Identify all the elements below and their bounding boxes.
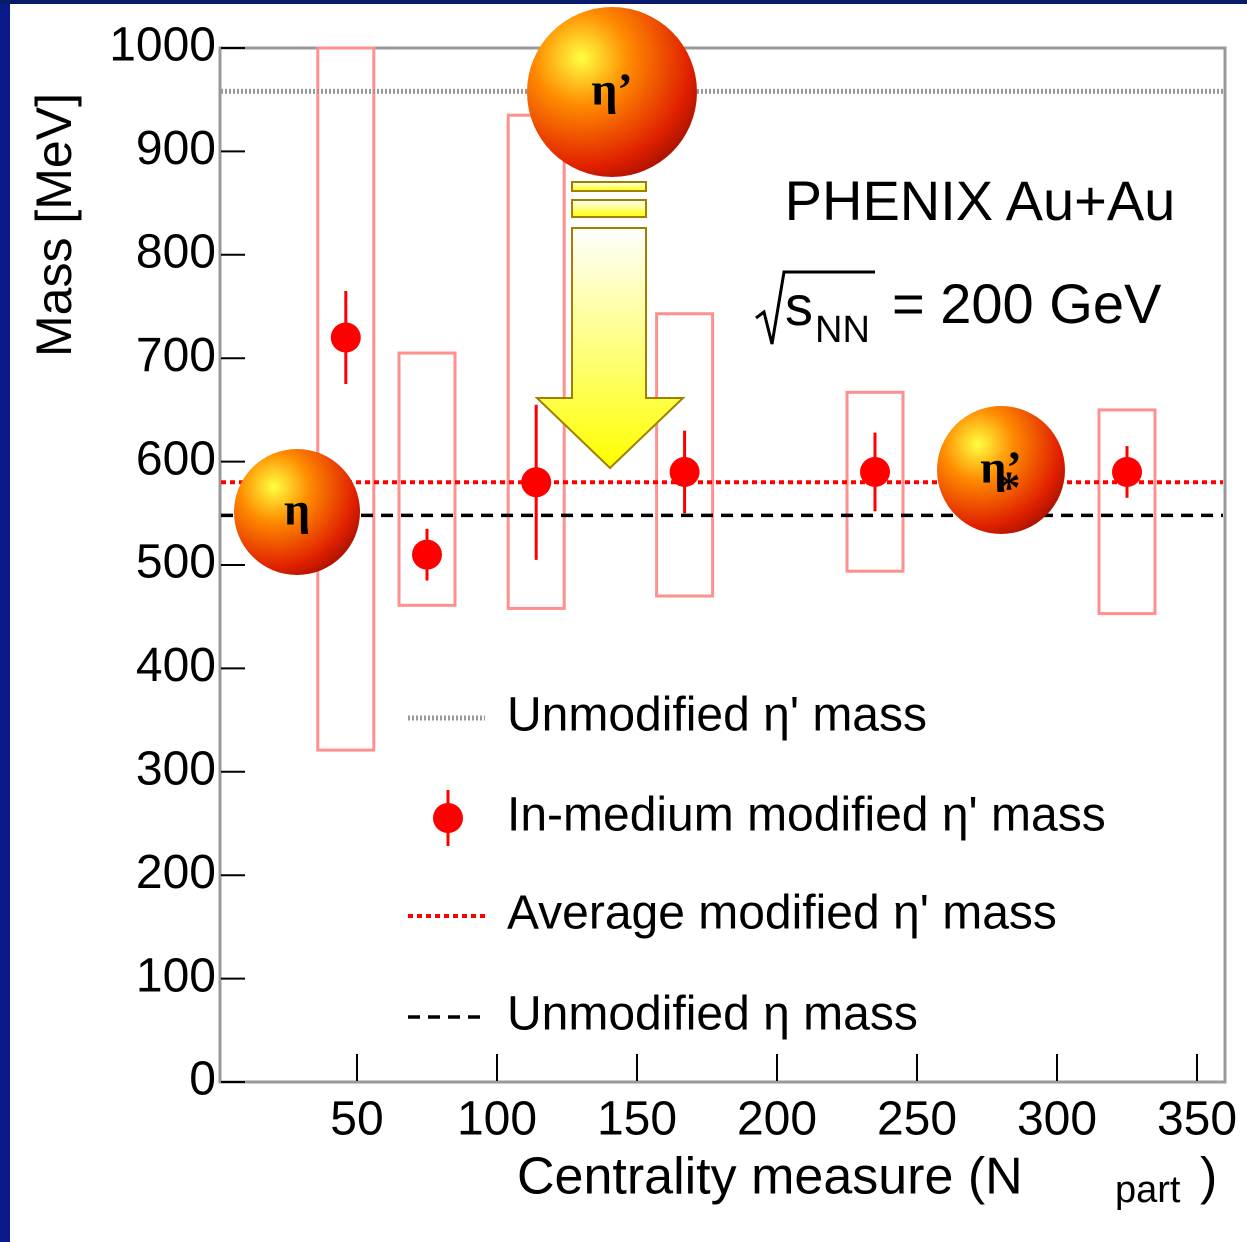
legend-label: Unmodified η mass	[507, 988, 918, 1041]
y-tick-label: 700	[136, 329, 216, 382]
x-tick-label: 250	[877, 1093, 957, 1146]
y-tick-label: 600	[136, 432, 216, 485]
arrow	[534, 227, 686, 470]
legend-label: Unmodified η' mass	[507, 689, 927, 742]
legend-label: In-medium modified η' mass	[507, 789, 1106, 842]
x-tick-label: 300	[1017, 1093, 1097, 1146]
x-tick-label: 50	[330, 1093, 383, 1146]
y-tick-label: 800	[136, 225, 216, 278]
systematic-box	[397, 351, 457, 607]
systematic-box	[655, 312, 715, 598]
x-axis-label: Centrality measure (N part )	[517, 1148, 1217, 1211]
legend-marker	[433, 803, 463, 833]
y-tick-label: 400	[136, 639, 216, 692]
particle-label: η’	[591, 64, 632, 115]
energy-sub: NN	[815, 309, 870, 351]
title: PHENIX Au+Au	[785, 169, 1176, 232]
x-label-text: Centrality measure (N	[517, 1148, 1023, 1206]
arrow-stripe	[571, 181, 647, 192]
data-point	[412, 539, 442, 570]
x-tick-label: 350	[1157, 1093, 1237, 1146]
data-point	[860, 456, 890, 487]
y-tick-label: 0	[189, 1053, 216, 1106]
data-point	[330, 322, 361, 353]
x-tick-label: 100	[457, 1093, 537, 1146]
data-point	[1112, 456, 1142, 487]
energy-label: s NN = 200 GeV	[755, 270, 1162, 351]
radical	[755, 270, 875, 345]
energy-symbol: s	[785, 274, 813, 337]
y-tick-label: 900	[136, 122, 216, 175]
systematic-box	[316, 46, 376, 752]
particle-ball	[937, 406, 1065, 534]
y-tick-label: 100	[136, 949, 216, 1002]
particle-sub: *	[998, 462, 1021, 513]
x-label-end: )	[1200, 1148, 1217, 1206]
x-tick-label: 150	[597, 1093, 677, 1146]
y-tick-label: 200	[136, 846, 216, 899]
data-point	[521, 467, 552, 498]
particle-ball	[234, 449, 360, 575]
legend-label: Average modified η' mass	[507, 887, 1057, 940]
systematic-box	[1097, 408, 1157, 616]
y-tick-label: 500	[136, 536, 216, 589]
data-point	[669, 456, 700, 487]
y-axis-label: Mass [MeV]	[26, 93, 82, 357]
particle-label: η’	[980, 442, 1021, 493]
energy-rest: = 200 GeV	[892, 272, 1162, 335]
x-label-sub: part	[1115, 1169, 1181, 1211]
particle-ball	[527, 7, 697, 177]
y-tick-label: 300	[136, 742, 216, 795]
plot-frame	[218, 46, 1227, 1084]
y-tick-label: 1000	[109, 19, 216, 72]
arrow-stripe	[571, 199, 647, 218]
x-tick-label: 200	[737, 1093, 817, 1146]
particle-label: η	[284, 484, 310, 535]
side-bar	[0, 0, 10, 1242]
top-bar	[0, 0, 1247, 4]
